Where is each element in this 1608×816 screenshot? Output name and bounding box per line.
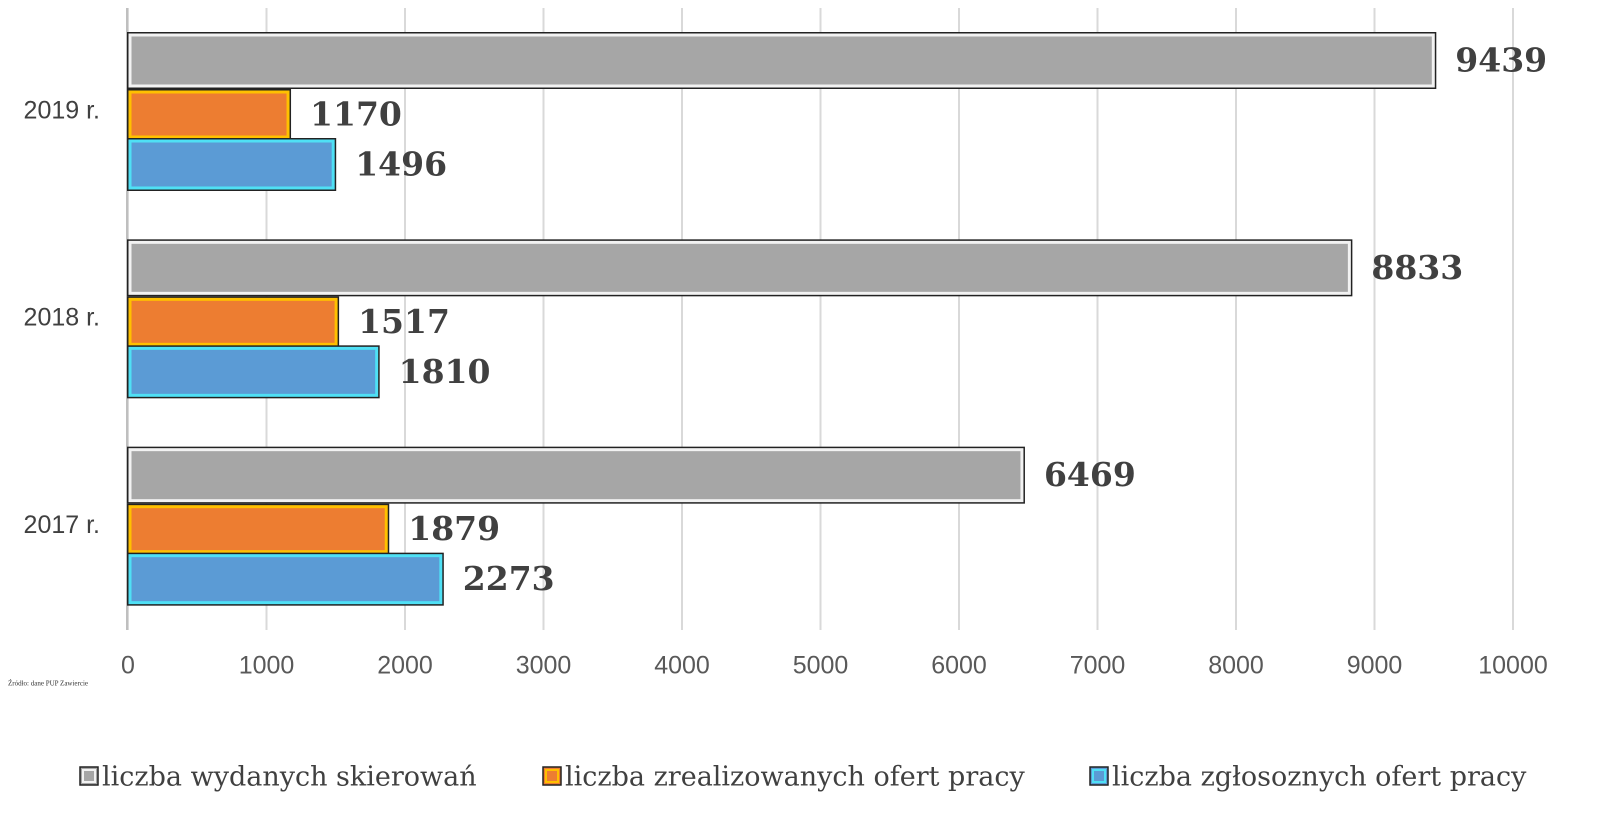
legend-label: liczba zrealizowanych ofert pracy — [565, 762, 1025, 793]
bar — [128, 90, 290, 139]
value-label: 1810 — [399, 352, 491, 391]
value-label: 1496 — [355, 145, 447, 184]
x-tick-label: 1000 — [239, 652, 295, 680]
bar-outline — [127, 552, 444, 606]
legend-swatch-inner — [545, 769, 559, 783]
bar — [128, 554, 443, 605]
y-tick-label: 2018 r. — [24, 304, 100, 332]
value-label: 9439 — [1455, 41, 1547, 80]
bar — [128, 240, 1351, 295]
legend-swatch — [1089, 766, 1109, 786]
legend-label: liczba wydanych skierowań — [102, 762, 477, 793]
legend-swatch — [79, 766, 99, 786]
source-note: Źródło: dane PUP Zawiercie — [8, 680, 88, 688]
bar — [128, 33, 1435, 88]
bar — [128, 139, 335, 190]
bar — [128, 448, 1024, 503]
y-tick-label: 2017 r. — [24, 511, 100, 539]
value-label: 1170 — [310, 95, 402, 134]
bar-outline — [127, 239, 1353, 297]
bar — [128, 297, 338, 346]
x-tick-label: 10000 — [1478, 652, 1548, 680]
value-label: 6469 — [1044, 455, 1136, 494]
y-tick-label: 2019 r. — [24, 96, 100, 124]
x-tick-label: 6000 — [931, 652, 987, 680]
bar-outline — [127, 32, 1437, 89]
bar-outline — [127, 138, 337, 191]
x-tick-label: 4000 — [654, 652, 710, 680]
legend-swatch — [542, 766, 562, 786]
value-label: 1879 — [408, 509, 500, 548]
x-tick-label: 2000 — [377, 652, 433, 680]
value-label: 2273 — [463, 559, 555, 598]
bar-outline — [127, 446, 1025, 504]
x-tick-label: 8000 — [1208, 652, 1264, 680]
value-label: 1517 — [358, 302, 450, 341]
bar-outline — [127, 345, 380, 399]
legend-swatch-inner — [82, 769, 96, 783]
x-tick-label: 9000 — [1347, 652, 1403, 680]
x-tick-label: 7000 — [1070, 652, 1126, 680]
bar — [128, 505, 388, 554]
legend-swatch-inner — [1092, 769, 1106, 783]
value-label: 8833 — [1371, 248, 1463, 287]
legend-label: liczba zgłosoznych ofert pracy — [1112, 762, 1527, 793]
x-tick-label: 0 — [121, 652, 135, 680]
x-tick-label: 5000 — [793, 652, 849, 680]
x-tick-label: 3000 — [516, 652, 572, 680]
bar — [128, 346, 379, 397]
